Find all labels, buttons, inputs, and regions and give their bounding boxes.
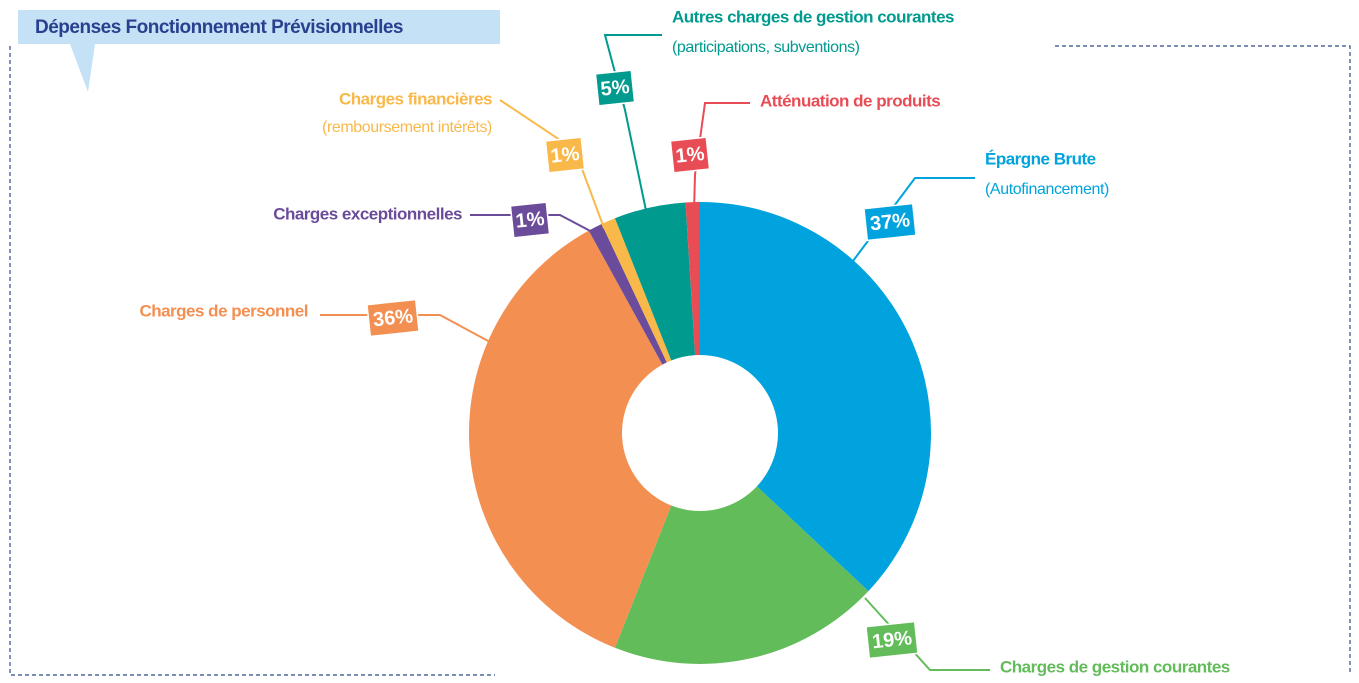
slice: [468, 230, 672, 648]
leader-line: [320, 314, 491, 343]
chart-title: Dépenses Fonctionnement Prévisionnelles: [35, 17, 403, 38]
value-label: 1%: [550, 143, 581, 168]
leader-line: [864, 597, 990, 671]
badge-box: [544, 136, 586, 174]
frame: [9, 45, 1351, 676]
value-badge: 36%: [366, 298, 420, 338]
category-label: Charges financières: [339, 89, 492, 108]
slice: [588, 223, 667, 365]
badge-box: [366, 298, 420, 338]
category-sublabel: (participations, subventions): [672, 39, 860, 56]
title-badge: [18, 10, 500, 92]
value-label: 1%: [675, 143, 706, 168]
category-label: Atténuation de produits: [760, 91, 940, 110]
category-label: Charges exceptionnelles: [273, 204, 462, 223]
category-label: Charges de gestion courantes: [1000, 657, 1230, 676]
value-badge: 1%: [669, 136, 711, 174]
value-label: 5%: [600, 76, 631, 101]
category-label: Épargne Brute: [985, 149, 1096, 168]
slice: [601, 218, 672, 363]
category-label: Autres charges de gestion courantes: [672, 7, 954, 26]
slice: [685, 202, 700, 356]
badge-box: [669, 136, 711, 174]
value-badge: 37%: [863, 202, 917, 242]
leader-line: [603, 34, 662, 221]
slice: [614, 202, 696, 361]
leader-line: [470, 214, 597, 235]
frame-border: [1055, 45, 1351, 675]
category-sublabel: (remboursement intérêts): [322, 119, 492, 136]
value-label: 19%: [871, 627, 913, 653]
value-badge: 19%: [865, 620, 919, 660]
value-badge: 1%: [544, 136, 586, 174]
category-sublabel: (Autofinancement): [985, 181, 1109, 198]
badge-box: [509, 201, 551, 239]
value-label: 36%: [372, 305, 414, 331]
value-badge: 5%: [594, 69, 636, 107]
category-label: Charges de personnel: [139, 301, 308, 320]
badge-box: [594, 69, 636, 107]
badge-box: [863, 202, 917, 242]
slice: [614, 486, 869, 664]
frame-border: [9, 46, 495, 676]
value-badge: 1%: [509, 201, 551, 239]
value-label: 37%: [869, 209, 911, 235]
value-label: 1%: [515, 208, 546, 233]
slice: [700, 202, 931, 592]
badge-box: [865, 620, 919, 660]
